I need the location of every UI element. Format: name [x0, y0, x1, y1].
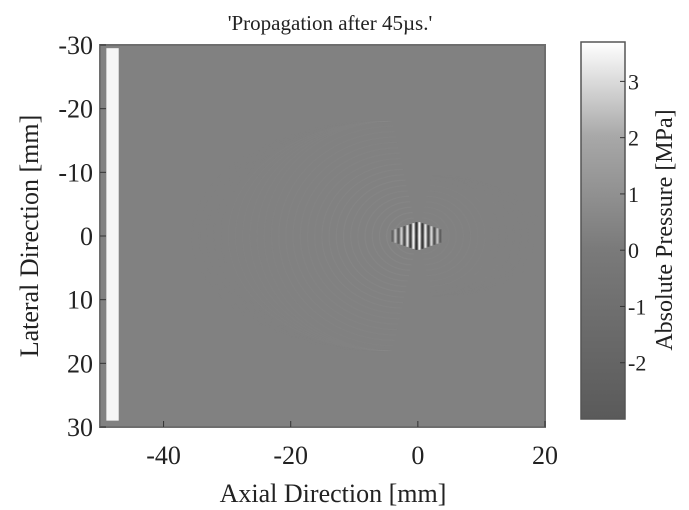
wave-packet-stripe	[400, 227, 403, 245]
wavefront-arc	[436, 175, 529, 297]
wavefront-arcs	[191, 120, 544, 352]
wavefront-arc	[438, 175, 544, 297]
wavefront-arc	[198, 120, 382, 352]
y-axis-ticks: -30 -20 -10 0 10 20 30	[58, 31, 106, 442]
colorbar-tick-label: -2	[628, 351, 646, 376]
wave-packet-stripe	[436, 228, 439, 244]
y-tick-label: 20	[67, 349, 93, 378]
wave-packet-stripe	[412, 223, 415, 249]
wavefront-arc	[321, 163, 402, 309]
wave-packet-stripe	[403, 226, 406, 246]
plot-area	[99, 44, 546, 428]
wavefront-arc	[299, 147, 399, 325]
wavefront-arc	[427, 190, 479, 282]
y-axis-label: Lateral Direction [mm]	[15, 115, 44, 358]
colorbar-tick-label: -1	[628, 294, 646, 319]
wavefront-arc	[191, 120, 381, 352]
y-tick-label: 10	[67, 286, 93, 315]
wavefront-arc	[213, 120, 384, 352]
wavefront-arc	[429, 185, 486, 287]
wavefront-arc	[227, 120, 387, 352]
chart-title: 'Propagation after 45µs.'	[228, 11, 433, 35]
colorbar-label: Absolute Pressure [MPa]	[652, 109, 678, 350]
wavefront-arc	[431, 175, 501, 297]
wavefront-arc	[357, 190, 408, 282]
wave-packet-stripe	[406, 225, 409, 247]
x-axis-ticks: -40 -20 0 20	[146, 421, 558, 470]
y-tick-label: -30	[58, 31, 93, 60]
wavefront-arc	[350, 184, 407, 288]
y-tick-label: 0	[80, 222, 93, 251]
x-tick-label: 20	[532, 441, 558, 470]
wavefront-arc	[292, 141, 398, 331]
wave-packet	[391, 222, 442, 250]
colorbar-tick-label: 1	[628, 182, 639, 207]
wavefront-arc	[433, 175, 515, 297]
wave-packet-stripe	[394, 229, 397, 243]
wavefront-arc	[424, 206, 457, 266]
wavefront-arc	[432, 175, 508, 297]
wave-packet-stripe	[397, 228, 400, 244]
wavefront-arc	[335, 174, 405, 298]
y-tick-label: -10	[58, 158, 93, 187]
wavefront-arc	[314, 157, 401, 315]
colorbar-gradient	[580, 41, 626, 420]
colorbar-tick-label: 2	[628, 126, 639, 151]
wavefront-arc	[270, 125, 394, 347]
x-axis-label: Axial Direction [mm]	[220, 479, 447, 508]
y-tick-label: 30	[67, 413, 93, 442]
wave-packet-stripe	[415, 222, 418, 250]
wavefront-arc	[435, 175, 522, 297]
wavefront-arc	[426, 195, 472, 277]
wavefront-arc	[371, 201, 411, 271]
wavefront-arc	[306, 152, 400, 320]
colorbar-tick-label: 0	[628, 238, 639, 263]
wavefront-arc	[425, 201, 465, 271]
colorbar: 3 2 1 0 -1 -2	[580, 41, 646, 420]
wave-packet-stripe	[421, 223, 424, 249]
wavefront-arc	[430, 179, 493, 293]
wavefront-arc	[256, 120, 392, 352]
wave-packet-stripe	[427, 225, 430, 247]
transducer-element	[106, 48, 119, 421]
heatmap-background	[100, 45, 545, 427]
x-tick-label: -40	[146, 441, 181, 470]
wave-packet-stripe	[439, 229, 442, 243]
x-tick-label: -20	[273, 441, 308, 470]
wave-packet-stripe	[409, 224, 412, 248]
wave-packet-stripe	[424, 224, 427, 248]
wavefront-arc	[234, 120, 388, 352]
wave-packet-stripe	[418, 222, 421, 250]
wavefront-arc	[437, 175, 537, 297]
wavefront-arc	[249, 120, 390, 352]
wavefront-arc	[278, 130, 395, 342]
wave-packet-stripe	[430, 226, 433, 246]
colorbar-tick-label: 3	[628, 69, 639, 94]
wavefront-arc	[364, 195, 410, 277]
wavefront-arc	[220, 120, 386, 352]
colorbar-ticks: 3 2 1 0 -1 -2	[620, 69, 646, 376]
wavefront-arc	[342, 179, 406, 293]
wavefront-arc	[328, 168, 404, 304]
wavefront-arc	[285, 136, 396, 336]
x-tick-label: 0	[411, 441, 424, 470]
wavefront-arc	[206, 120, 383, 352]
wavefront-arc	[242, 120, 389, 352]
y-tick-label: -20	[58, 95, 93, 124]
wavefront-arc	[263, 120, 393, 352]
wave-packet-stripe	[391, 230, 394, 242]
wave-packet-stripe	[433, 227, 436, 245]
